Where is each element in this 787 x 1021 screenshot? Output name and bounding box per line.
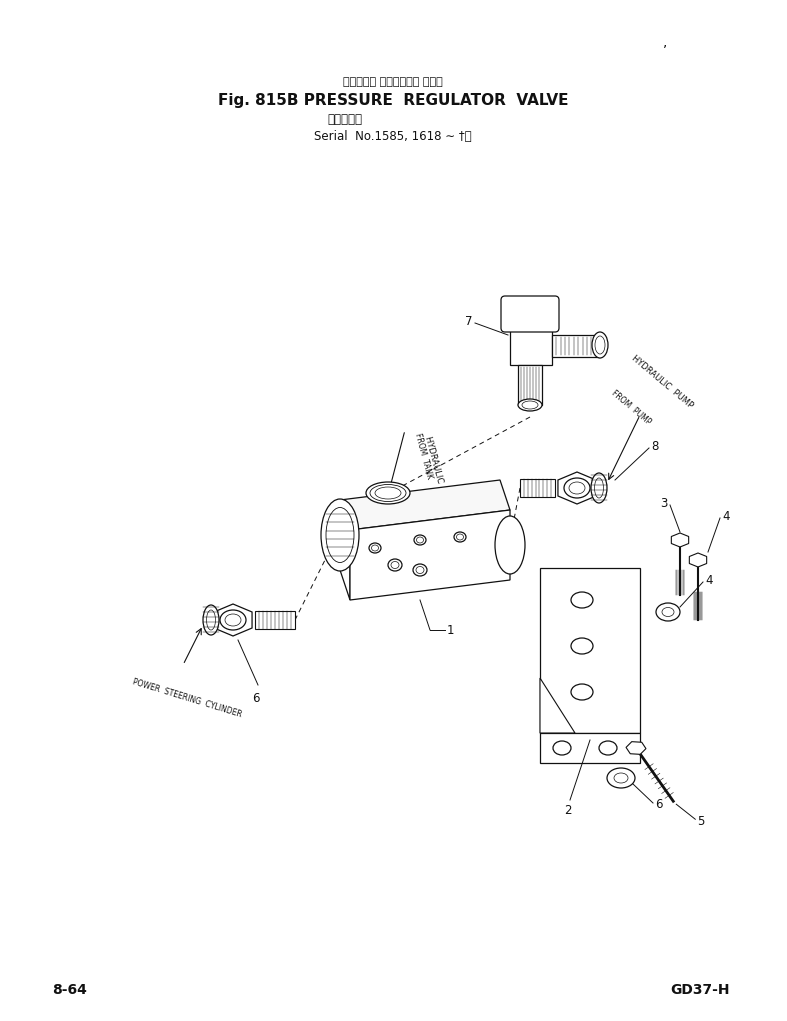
- Text: Serial  No.1585, 1618 ∼ †）: Serial No.1585, 1618 ∼ †）: [314, 130, 472, 143]
- Polygon shape: [558, 472, 596, 504]
- Ellipse shape: [614, 773, 628, 783]
- Ellipse shape: [599, 741, 617, 755]
- Ellipse shape: [391, 562, 399, 569]
- Ellipse shape: [592, 332, 608, 358]
- Ellipse shape: [518, 399, 542, 411]
- Text: プレッシャ レギュレータ バルブ: プレッシャ レギュレータ バルブ: [343, 77, 443, 87]
- Bar: [255, 611, 295, 629]
- Bar: [540, 568, 640, 733]
- Polygon shape: [671, 533, 689, 547]
- Ellipse shape: [571, 592, 593, 607]
- Polygon shape: [540, 733, 640, 763]
- Ellipse shape: [414, 535, 426, 545]
- Ellipse shape: [388, 560, 402, 571]
- Text: 3: 3: [660, 496, 668, 509]
- Text: HYDRAULIC  TANK: HYDRAULIC TANK: [423, 435, 451, 510]
- Ellipse shape: [416, 567, 424, 574]
- Ellipse shape: [454, 532, 466, 542]
- Text: FROM  TANK: FROM TANK: [413, 432, 434, 480]
- Polygon shape: [340, 500, 350, 600]
- Text: ,: ,: [663, 35, 667, 49]
- Polygon shape: [689, 553, 707, 567]
- Polygon shape: [540, 678, 575, 733]
- Ellipse shape: [366, 482, 410, 504]
- Text: 1: 1: [447, 624, 455, 636]
- Text: HYDRAULIC  PUMP: HYDRAULIC PUMP: [630, 353, 695, 410]
- Ellipse shape: [591, 473, 607, 503]
- Text: 6: 6: [253, 692, 260, 704]
- Text: 6: 6: [655, 798, 663, 812]
- Bar: [552, 335, 600, 357]
- Ellipse shape: [413, 564, 427, 576]
- Ellipse shape: [553, 741, 571, 755]
- Text: （適用号機: （適用号機: [327, 112, 363, 126]
- Ellipse shape: [416, 537, 423, 543]
- Text: 8-64: 8-64: [53, 983, 87, 996]
- Text: 4: 4: [705, 574, 712, 586]
- Ellipse shape: [225, 614, 241, 626]
- Ellipse shape: [321, 499, 359, 571]
- Bar: [520, 479, 555, 497]
- Text: 2: 2: [564, 804, 571, 817]
- Ellipse shape: [571, 684, 593, 700]
- Text: 4: 4: [722, 509, 730, 523]
- Polygon shape: [350, 510, 510, 600]
- Polygon shape: [626, 741, 646, 755]
- Bar: [510, 327, 552, 364]
- Polygon shape: [214, 604, 252, 636]
- Text: GD37-H: GD37-H: [671, 983, 730, 996]
- Ellipse shape: [569, 482, 585, 494]
- Ellipse shape: [564, 478, 590, 498]
- Text: 8: 8: [651, 439, 659, 452]
- Ellipse shape: [220, 610, 246, 630]
- Ellipse shape: [371, 545, 379, 551]
- Ellipse shape: [571, 638, 593, 654]
- Text: Fig. 815B PRESSURE  REGULATOR  VALVE: Fig. 815B PRESSURE REGULATOR VALVE: [218, 93, 568, 107]
- Ellipse shape: [656, 603, 680, 621]
- Text: POWER  STEERING  CYLINDER: POWER STEERING CYLINDER: [131, 677, 242, 719]
- Ellipse shape: [594, 478, 604, 498]
- Text: FROM  PUMP: FROM PUMP: [610, 389, 653, 427]
- Ellipse shape: [495, 516, 525, 574]
- Bar: [518, 364, 542, 405]
- Ellipse shape: [369, 543, 381, 553]
- FancyBboxPatch shape: [501, 296, 559, 332]
- Ellipse shape: [206, 610, 216, 630]
- Polygon shape: [340, 480, 510, 530]
- Text: 7: 7: [464, 314, 472, 328]
- Ellipse shape: [456, 534, 464, 540]
- Ellipse shape: [607, 768, 635, 788]
- Ellipse shape: [203, 605, 219, 635]
- Ellipse shape: [662, 607, 674, 617]
- Text: 5: 5: [697, 815, 704, 828]
